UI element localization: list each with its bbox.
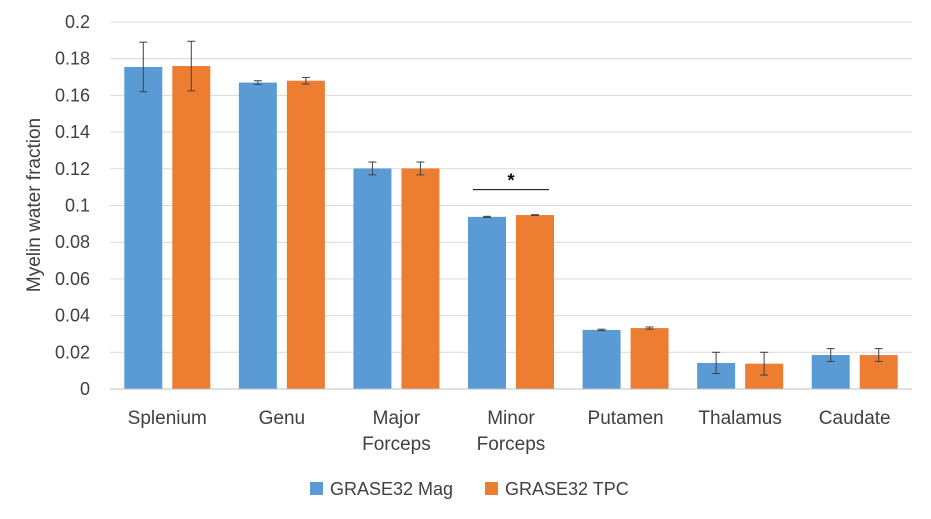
y-tick-label: 0.14 <box>55 122 90 142</box>
y-axis: 0 0.02 0.04 0.06 0.08 0.1 0.12 0.14 0.16 0.18 0.2 <box>55 12 90 399</box>
y-tick-label: 0.16 <box>55 85 90 105</box>
bar-tpc-1 <box>286 80 325 389</box>
y-tick-label: 0.18 <box>55 49 90 69</box>
bars <box>124 66 898 390</box>
error-bar <box>416 161 425 176</box>
error-bar <box>760 351 769 376</box>
y-tick-label: 0.2 <box>65 12 90 32</box>
bar-tpc-2 <box>401 168 440 389</box>
legend-item-mag: GRASE32 Mag <box>310 479 453 499</box>
y-tick-label: 0.04 <box>55 306 90 326</box>
error-bar <box>139 41 148 93</box>
category-label: Genu <box>259 408 305 429</box>
category-label: Forceps <box>362 434 431 455</box>
legend-item-tpc: GRASE32 TPC <box>485 479 629 499</box>
error-bar <box>874 348 883 362</box>
y-tick-label: 0.1 <box>65 196 90 216</box>
category-label: Forceps <box>477 434 546 455</box>
error-bars <box>139 40 883 376</box>
bar-tpc-0 <box>172 66 211 389</box>
error-bar <box>483 215 491 218</box>
legend-swatch <box>310 482 323 495</box>
error-bar <box>301 76 310 85</box>
annotations: * <box>473 171 549 191</box>
y-axis-label: Myelin water fraction <box>24 118 45 292</box>
error-bar <box>826 348 835 362</box>
bar-mag-3 <box>468 216 506 389</box>
category-label: Thalamus <box>698 408 781 429</box>
bar-tpc-4 <box>630 328 669 389</box>
x-axis: Splenium Genu Major Forceps Minor Forceps Puta… <box>110 388 912 455</box>
category-label: Splenium <box>128 408 207 429</box>
significance-marker: * <box>507 171 514 191</box>
error-bar <box>187 40 196 92</box>
error-bar <box>368 161 377 176</box>
category-label: Major <box>373 408 421 429</box>
error-bar <box>645 326 654 330</box>
bar-mag-4 <box>582 329 621 389</box>
error-bar <box>253 80 262 85</box>
error-bar <box>531 214 539 216</box>
category-label: Minor <box>487 408 535 429</box>
y-tick-label: 0.08 <box>55 232 90 252</box>
bar-mag-2 <box>353 168 392 389</box>
category-label: Putamen <box>588 408 664 429</box>
error-bar <box>712 351 721 375</box>
category-label: Caudate <box>819 408 891 429</box>
bar-tpc-3 <box>516 215 554 389</box>
bar-mag-0 <box>124 66 163 390</box>
legend-label: GRASE32 Mag <box>330 479 453 499</box>
legend-swatch <box>485 482 498 495</box>
legend: GRASE32 Mag GRASE32 TPC <box>310 479 629 499</box>
bar-mag-1 <box>238 82 277 390</box>
y-tick-label: 0 <box>80 379 90 399</box>
y-tick-label: 0.12 <box>55 159 90 179</box>
y-tick-label: 0.06 <box>55 269 90 289</box>
legend-label: GRASE32 TPC <box>505 479 629 499</box>
error-bar <box>597 328 606 332</box>
y-tick-label: 0.02 <box>55 342 90 362</box>
